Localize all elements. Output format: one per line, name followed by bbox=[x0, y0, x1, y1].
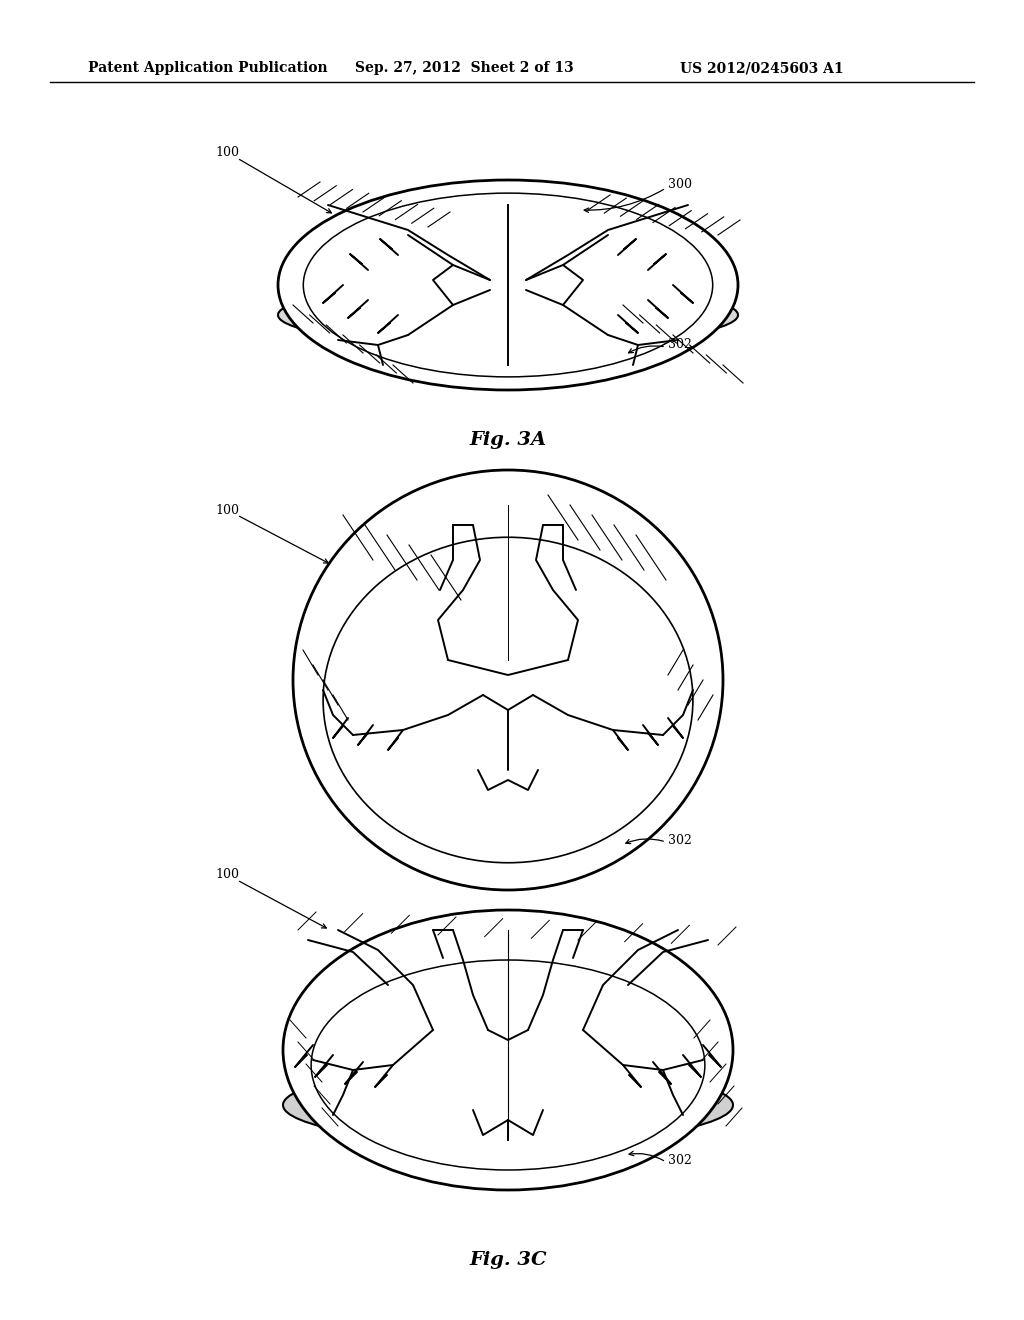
Ellipse shape bbox=[278, 284, 738, 346]
Text: 302: 302 bbox=[668, 1154, 692, 1167]
Text: 100: 100 bbox=[215, 503, 239, 516]
Text: Patent Application Publication: Patent Application Publication bbox=[88, 61, 328, 75]
Text: Fig. 3B: Fig. 3B bbox=[469, 921, 547, 939]
Ellipse shape bbox=[283, 909, 733, 1191]
Text: Fig. 3A: Fig. 3A bbox=[469, 432, 547, 449]
Text: Sep. 27, 2012  Sheet 2 of 13: Sep. 27, 2012 Sheet 2 of 13 bbox=[355, 61, 573, 75]
Text: 100: 100 bbox=[215, 869, 239, 882]
Text: 300: 300 bbox=[668, 178, 692, 191]
Text: 302: 302 bbox=[668, 338, 692, 351]
Text: 100: 100 bbox=[215, 147, 239, 160]
Ellipse shape bbox=[293, 470, 723, 890]
Text: US 2012/0245603 A1: US 2012/0245603 A1 bbox=[680, 61, 844, 75]
Text: Fig. 3C: Fig. 3C bbox=[469, 1251, 547, 1269]
Text: 302: 302 bbox=[668, 833, 692, 846]
Ellipse shape bbox=[283, 1067, 733, 1143]
Ellipse shape bbox=[278, 180, 738, 389]
